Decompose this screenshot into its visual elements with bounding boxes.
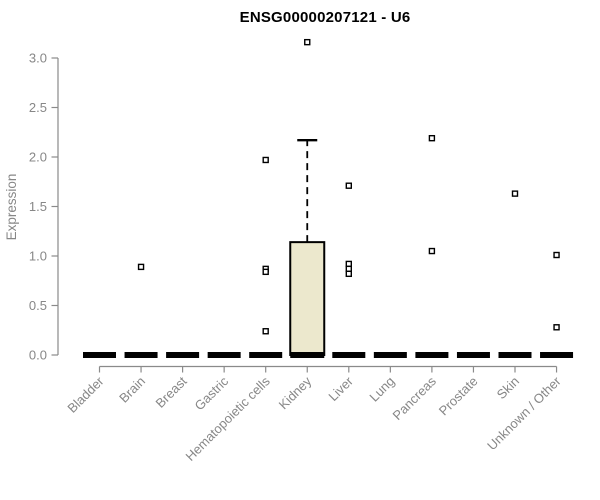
x-tick-label-unknown-other: Unknown / Other — [484, 373, 564, 453]
outlier-point-liver — [345, 265, 352, 273]
median-bar-hematopoietic-cells — [249, 352, 283, 358]
median-bar-pancreas — [415, 352, 449, 358]
outlier-point-kidney — [304, 38, 311, 46]
x-tick-label-gastric: Gastric — [192, 373, 232, 413]
y-tick-label: 3.0 — [29, 51, 47, 66]
y-tick-label: 2.5 — [29, 100, 47, 115]
outlier-point-unknown-other — [553, 251, 560, 259]
median-bar-bladder — [83, 352, 116, 358]
median-bar-liver — [332, 352, 366, 358]
outlier-point-liver — [345, 182, 352, 189]
median-bar-prostate — [456, 352, 490, 358]
median-bar-gastric — [207, 352, 241, 358]
y-tick-label: 1.5 — [29, 199, 47, 214]
outlier-point-brain — [137, 263, 145, 271]
x-tick-label-liver: Liver — [325, 373, 356, 404]
x-tick-label-skin: Skin — [494, 374, 522, 402]
outlier-point-hematopoietic-cells — [262, 156, 269, 164]
median-bar-breast — [166, 352, 200, 358]
x-tick-label-kidney: Kidney — [276, 373, 315, 412]
y-tick-label: 2.0 — [29, 150, 47, 165]
y-tick-label: 0.0 — [29, 348, 47, 363]
y-tick-label: 1.0 — [29, 249, 47, 264]
median-bar-lung — [373, 352, 407, 358]
median-bar-kidney — [290, 352, 325, 358]
outlier-point-skin — [511, 190, 519, 197]
chart-title: ENSG00000207121 - U6 — [239, 9, 411, 26]
x-tick-label-pancreas: Pancreas — [390, 373, 440, 423]
box-kidney — [289, 241, 326, 356]
x-tick-label-bladder: Bladder — [64, 373, 107, 416]
outlier-point-hematopoietic-cells — [262, 268, 269, 276]
y-tick-label: 0.5 — [29, 298, 47, 313]
outlier-point-pancreas — [428, 134, 436, 142]
outlier-point-liver — [345, 270, 352, 278]
median-bar-unknown-other — [540, 352, 574, 358]
outlier-point-unknown-other — [553, 324, 560, 331]
median-bar-brain — [124, 352, 158, 358]
x-tick-label-breast: Breast — [153, 373, 190, 410]
x-tick-label-prostate: Prostate — [436, 374, 481, 419]
y-axis-title: Expression — [4, 174, 19, 241]
outlier-point-hematopoietic-cells — [262, 328, 269, 335]
x-tick-label-brain: Brain — [116, 374, 148, 406]
median-bar-skin — [498, 352, 532, 358]
outlier-point-pancreas — [428, 247, 436, 255]
x-tick-label-lung: Lung — [366, 374, 397, 405]
